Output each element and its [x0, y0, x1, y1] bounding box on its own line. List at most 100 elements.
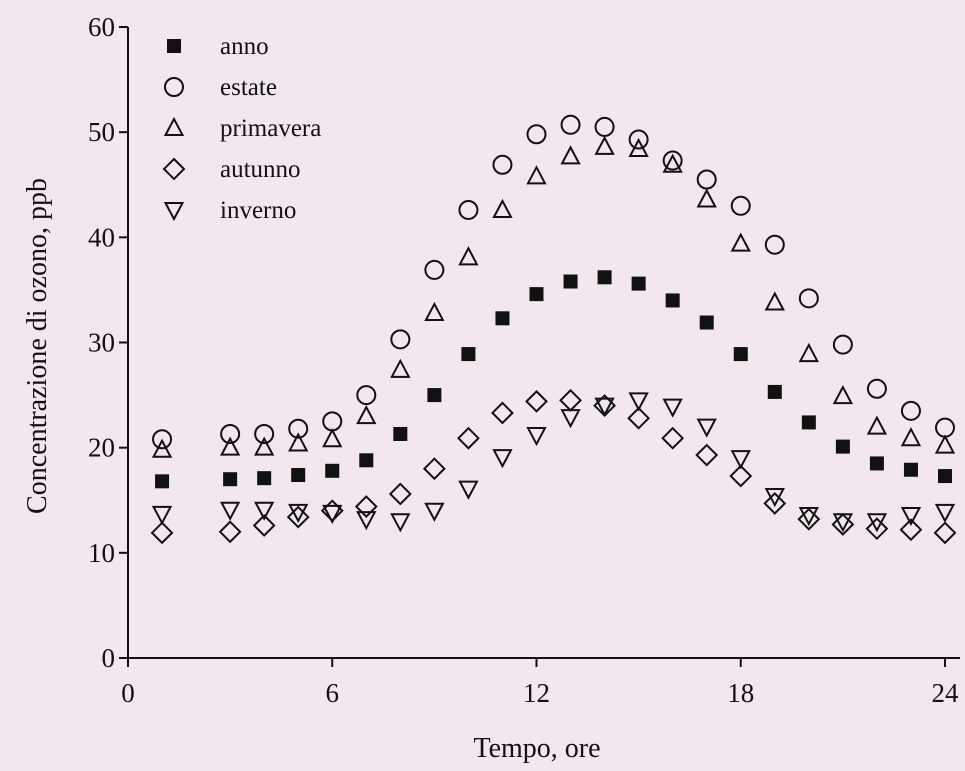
data-point-primavera — [390, 358, 411, 378]
data-point-estate — [900, 400, 921, 421]
data-point-anno — [291, 468, 306, 483]
data-point-autunno — [899, 518, 923, 542]
legend-label: estate — [220, 74, 277, 101]
legend-marker-estate — [164, 77, 184, 97]
data-point-autunno — [150, 521, 174, 545]
y-tick-label: 60 — [88, 12, 115, 42]
legend-item-primavera: primavera — [163, 115, 321, 142]
data-point-inverno — [628, 392, 649, 412]
data-point-anno — [325, 463, 340, 478]
data-point-estate — [288, 418, 309, 439]
data-point-autunno — [286, 505, 310, 529]
data-point-autunno — [218, 520, 242, 544]
data-point-anno — [597, 270, 612, 285]
x-tick-label: 12 — [523, 678, 550, 708]
data-point-primavera — [356, 404, 377, 425]
series-primavera — [151, 135, 956, 458]
legend-marker-autunno — [162, 157, 186, 181]
data-point-inverno — [594, 397, 615, 417]
tick-labels: 0 10 20 30 40 50 60 0 6 12 18 24 — [88, 12, 959, 708]
data-point-anno — [223, 472, 238, 487]
data-point-anno — [529, 287, 544, 302]
data-point-estate — [832, 334, 853, 355]
data-point-autunno — [627, 406, 651, 430]
data-point-primavera — [594, 135, 615, 155]
tick-marks — [119, 26, 946, 667]
legend-item-anno: anno — [167, 33, 269, 60]
data-point-autunno — [831, 513, 855, 536]
data-point-inverno — [730, 450, 751, 470]
legend-marker-primavera — [163, 116, 185, 136]
data-point-estate — [628, 129, 649, 150]
data-point-anno — [427, 388, 442, 403]
data-point-primavera — [900, 427, 922, 447]
data-point-inverno — [832, 513, 854, 533]
x-axis-title: Tempo, ore — [473, 733, 600, 764]
data-point-anno — [563, 274, 578, 289]
data-point-autunno — [422, 457, 446, 481]
legend-item-estate: estate — [164, 74, 277, 101]
data-point-primavera — [424, 301, 445, 322]
series-anno — [155, 270, 952, 489]
legend-marker-inverno — [163, 202, 185, 222]
data-point-primavera — [696, 188, 717, 208]
data-point-estate — [152, 429, 173, 450]
data-point-inverno — [492, 449, 513, 469]
data-point-inverno — [390, 513, 411, 533]
data-point-primavera — [526, 165, 547, 185]
data-point-autunno — [559, 388, 582, 412]
data-point-estate — [492, 154, 513, 175]
data-point-anno — [359, 453, 374, 468]
data-point-anno — [801, 415, 816, 430]
data-point-inverno — [288, 503, 309, 523]
data-point-estate — [696, 169, 717, 190]
data-point-anno — [257, 471, 272, 486]
y-tick-label: 20 — [88, 433, 115, 463]
data-point-anno — [495, 311, 510, 326]
data-point-autunno — [729, 464, 753, 488]
data-point-inverno — [526, 427, 547, 447]
data-point-inverno — [254, 501, 275, 521]
data-point-autunno — [252, 514, 276, 537]
data-point-inverno — [560, 409, 581, 429]
data-point-primavera — [662, 153, 683, 173]
data-point-estate — [424, 259, 445, 280]
data-point-autunno — [491, 401, 514, 425]
data-point-primavera — [798, 342, 819, 363]
data-point-primavera — [254, 436, 275, 456]
data-point-anno — [835, 439, 850, 454]
data-point-inverno — [356, 511, 377, 531]
data-point-inverno — [322, 504, 343, 525]
data-point-inverno — [764, 488, 785, 508]
data-point-estate — [798, 288, 819, 309]
data-point-estate — [390, 329, 411, 350]
y-tick-label: 0 — [102, 643, 116, 673]
data-point-estate — [560, 114, 581, 135]
data-point-inverno — [151, 505, 173, 526]
data-point-estate — [935, 417, 955, 438]
data-point-anno — [393, 426, 408, 441]
data-point-primavera — [492, 198, 513, 218]
data-point-estate — [594, 116, 615, 137]
data-point-primavera — [764, 291, 785, 311]
y-axis-title: Concentrazione di ozono, ppb — [22, 178, 53, 514]
legend: anno estate primavera autunno inverno — [162, 33, 321, 224]
data-point-autunno — [388, 482, 412, 506]
data-point-primavera — [322, 428, 343, 448]
data-point-primavera — [219, 436, 241, 456]
data-point-inverno — [798, 506, 819, 527]
data-point-primavera — [151, 438, 173, 458]
data-point-primavera — [288, 432, 309, 452]
data-point-estate — [730, 195, 751, 216]
data-point-anno — [869, 456, 884, 471]
x-tick-label: 24 — [932, 678, 960, 708]
data-point-anno — [461, 347, 476, 362]
data-point-estate — [866, 378, 887, 399]
series-estate — [152, 114, 955, 450]
data-point-estate — [220, 423, 241, 444]
data-point-estate — [356, 385, 377, 406]
data-point-anno — [903, 462, 918, 477]
legend-label: inverno — [220, 197, 296, 224]
data-point-anno — [155, 474, 170, 489]
